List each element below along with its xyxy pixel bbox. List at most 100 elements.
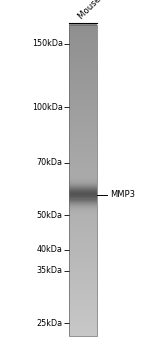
Bar [69, 313, 97, 314]
Bar [69, 113, 97, 114]
Bar [69, 251, 97, 253]
Bar [69, 141, 97, 142]
Bar [69, 208, 97, 209]
Bar [69, 154, 97, 155]
Bar [69, 260, 97, 261]
Bar [69, 219, 97, 220]
Bar [69, 73, 97, 75]
Bar [69, 79, 97, 81]
Bar [69, 175, 97, 177]
Bar [69, 184, 97, 185]
Bar [69, 268, 97, 269]
Bar [69, 64, 97, 65]
Bar [69, 178, 97, 180]
Bar [69, 137, 97, 138]
Bar [69, 267, 97, 268]
Bar [69, 134, 97, 135]
Bar [69, 287, 97, 288]
Bar [69, 265, 97, 266]
Bar [69, 88, 97, 89]
Bar [69, 210, 97, 211]
Bar [69, 153, 97, 154]
Bar [69, 284, 97, 285]
Bar [69, 159, 97, 160]
Text: 35kDa: 35kDa [37, 266, 63, 275]
Bar [69, 52, 97, 54]
Bar [69, 72, 97, 74]
Bar [69, 109, 97, 110]
Bar [69, 167, 97, 168]
Bar [69, 331, 97, 332]
Bar [69, 203, 97, 205]
Bar [69, 326, 97, 327]
Bar [69, 66, 97, 67]
Bar [69, 274, 97, 275]
Bar [69, 330, 97, 331]
Bar [69, 98, 97, 99]
Bar [69, 322, 97, 323]
Bar [69, 116, 97, 117]
Bar [69, 70, 97, 71]
Bar [69, 93, 97, 94]
Bar [69, 191, 97, 192]
Bar [69, 304, 97, 306]
Bar [69, 47, 97, 48]
Bar [69, 229, 97, 230]
Bar [69, 92, 97, 93]
Bar [69, 202, 97, 203]
Bar [69, 55, 97, 56]
Bar [69, 294, 97, 295]
Bar [69, 45, 97, 47]
Bar [69, 192, 97, 193]
Bar [69, 145, 97, 146]
Bar [69, 301, 97, 303]
Bar [69, 32, 97, 33]
Bar [69, 176, 97, 178]
Bar [69, 117, 97, 118]
Bar [69, 42, 97, 43]
Bar [69, 25, 97, 27]
Bar [69, 232, 97, 233]
Bar [69, 177, 97, 179]
Bar [69, 37, 97, 38]
Bar [69, 87, 97, 88]
Bar [69, 202, 97, 204]
Bar [69, 280, 97, 281]
Bar [69, 63, 97, 64]
Bar [69, 241, 97, 242]
Bar [69, 240, 97, 241]
Bar [69, 271, 97, 272]
Bar [69, 40, 97, 41]
Bar [69, 80, 97, 82]
Bar [69, 155, 97, 156]
Bar [69, 249, 97, 251]
Bar [69, 67, 97, 68]
Bar [69, 111, 97, 112]
Text: MMP3: MMP3 [110, 190, 135, 199]
Bar [69, 188, 97, 189]
Bar [69, 82, 97, 83]
Bar [69, 173, 97, 175]
Bar [69, 263, 97, 264]
Bar [69, 279, 97, 280]
Bar [69, 264, 97, 265]
Bar [69, 209, 97, 210]
Bar [69, 190, 97, 191]
Bar [69, 150, 97, 152]
Bar [69, 193, 97, 194]
Bar [69, 214, 97, 215]
Bar [69, 115, 97, 116]
Bar [69, 96, 97, 97]
Bar [69, 234, 97, 235]
Text: 25kDa: 25kDa [37, 318, 63, 328]
Bar [69, 128, 97, 130]
Bar [69, 195, 97, 196]
Bar [69, 315, 97, 316]
Bar [69, 228, 97, 229]
Bar [69, 165, 97, 166]
Bar [69, 106, 97, 107]
Bar [69, 256, 97, 257]
Bar [69, 217, 97, 218]
Bar [69, 273, 97, 274]
Bar [69, 131, 97, 132]
